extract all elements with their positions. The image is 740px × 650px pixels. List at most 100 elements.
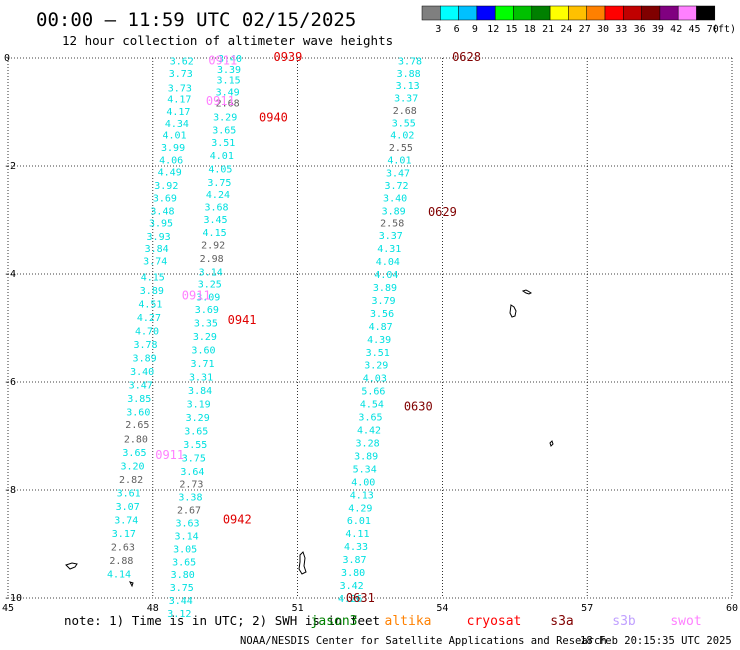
scale-swatch	[549, 5, 569, 21]
swh-value-label: 3.09	[196, 293, 220, 304]
swh-value-label: 3.61	[117, 489, 141, 500]
swh-value-label: 3.28	[356, 438, 380, 449]
scale-swatch	[623, 5, 642, 21]
swh-value-label: 3.89	[373, 283, 397, 294]
pass-time-label: 0911	[155, 448, 184, 462]
island-outline	[521, 289, 532, 295]
color-scale: 3 6 9 12 15 18 21 24 27 30 33 36 39 42 45 70	[421, 5, 719, 35]
y-tick-label: -2	[4, 161, 16, 172]
swh-value-label: 4.04	[374, 270, 398, 281]
swh-value-label: 3.29	[213, 112, 237, 123]
swh-value-label: 3.47	[129, 381, 153, 392]
swh-value-label: 4.01	[210, 151, 234, 162]
swh-value-label: 4.29	[348, 503, 372, 514]
swh-value-label: 4.02	[390, 131, 414, 142]
pass-time-label: 0629	[428, 205, 457, 219]
x-tick-label: 54	[436, 603, 448, 614]
scale-value: 39	[652, 24, 664, 35]
y-tick-label: -4	[4, 269, 16, 280]
swh-value-label: 3.75	[182, 454, 206, 465]
swh-value-label: 4.87	[369, 322, 393, 333]
pass-time-label: 0631	[346, 591, 375, 605]
swh-value-label: 3.29	[186, 413, 210, 424]
scale-value: 6	[454, 24, 460, 35]
swh-value-label: 3.55	[183, 440, 207, 451]
x-tick-label: 51	[292, 603, 304, 614]
scale-swatch	[696, 5, 716, 21]
island-outline	[509, 304, 517, 318]
scale-value: 33	[615, 24, 627, 35]
scale-swatch	[421, 5, 441, 21]
satellite-legend-item: s3b	[612, 614, 636, 629]
swh-value-label: 3.45	[203, 215, 227, 226]
swh-value-label: 3.37	[379, 231, 403, 242]
scale-swatch	[458, 5, 478, 21]
swh-value-label: 3.65	[122, 448, 146, 459]
scale-value: 15	[505, 24, 517, 35]
swh-value-label: 3.14	[199, 267, 223, 278]
scale-value: 18	[524, 24, 536, 35]
swh-value-label: 3.14	[175, 531, 199, 542]
swh-value-label: 4.04	[376, 257, 400, 268]
grid	[7, 57, 733, 599]
swh-value-label: 3.40	[130, 367, 154, 378]
scale-value: 42	[670, 24, 682, 35]
footer-credit: NOAA/NESDIS Center for Satellite Applica…	[240, 635, 607, 647]
swh-value-label: 3.12	[167, 609, 191, 620]
pass-time-label: 0941	[228, 313, 257, 327]
swh-value-label: 4.49	[158, 167, 182, 178]
satellite-legend-item: jason3	[311, 614, 358, 629]
swh-value-label: 3.80	[171, 570, 195, 581]
swh-value-label: 3.73	[168, 84, 192, 95]
swh-value-label: 4.11	[345, 529, 369, 540]
scale-swatch	[568, 5, 587, 21]
y-tick-label: -10	[4, 593, 22, 604]
swh-value-label: 3.29	[193, 332, 217, 343]
swh-value-label: 2.92	[201, 240, 225, 251]
swh-value-label: 2.82	[119, 475, 143, 486]
swh-value-label: 3.29	[364, 361, 388, 372]
swh-value-label: 3.69	[153, 193, 177, 204]
pass-time-label: 0630	[404, 399, 433, 413]
swh-value-label: 4.33	[344, 542, 368, 553]
swh-value-label: 3.71	[190, 359, 214, 370]
swh-value-label: 2.88	[109, 556, 133, 567]
swh-value-label: 3.37	[394, 93, 418, 104]
swh-value-label: 3.65	[212, 125, 236, 136]
swh-value-label: 3.95	[149, 219, 173, 230]
pass-time-label: 0911	[206, 94, 235, 108]
swh-value-label: 2.65	[125, 420, 149, 431]
scale-value: 3	[435, 24, 441, 35]
swh-value-label: 3.75	[170, 583, 194, 594]
island-outline	[65, 562, 78, 570]
swh-value-label: 4.24	[206, 190, 230, 201]
swh-value-label: 2.68	[393, 106, 417, 117]
swh-value-label: 3.47	[386, 168, 410, 179]
swh-value-label: 3.69	[195, 305, 219, 316]
scale-swatch	[476, 5, 496, 21]
swh-value-label: 4.17	[166, 107, 190, 118]
pass-time-label: 0911	[208, 54, 237, 68]
swh-value-label: 3.63	[176, 518, 200, 529]
scale-unit: (ft)	[712, 24, 736, 35]
swh-value-label: 4.14	[107, 570, 131, 581]
swh-value-label: 3.15	[217, 76, 241, 87]
swh-value-label: 4.42	[357, 426, 381, 437]
swh-value-label: 2.67	[177, 505, 201, 516]
chart-title: 00:00 – 11:59 UTC 02/15/2025	[36, 9, 356, 31]
swh-value-label: 3.93	[147, 232, 171, 243]
swh-value-label: 4.51	[138, 300, 162, 311]
scale-swatch	[513, 5, 533, 21]
x-tick-label: 57	[581, 603, 593, 614]
pass-time-label: 0940	[259, 110, 288, 124]
pass-time-label: 0911	[182, 289, 211, 303]
island-outline	[298, 551, 307, 575]
swh-value-label: 3.74	[143, 257, 167, 268]
swh-value-label: 3.05	[173, 544, 197, 555]
swh-value-label: 3.60	[191, 346, 215, 357]
swh-value-label: 3.60	[126, 408, 150, 419]
swh-value-label: 3.38	[178, 492, 202, 503]
swh-value-label: 3.99	[161, 143, 185, 154]
swh-value-label: 3.65	[184, 427, 208, 438]
